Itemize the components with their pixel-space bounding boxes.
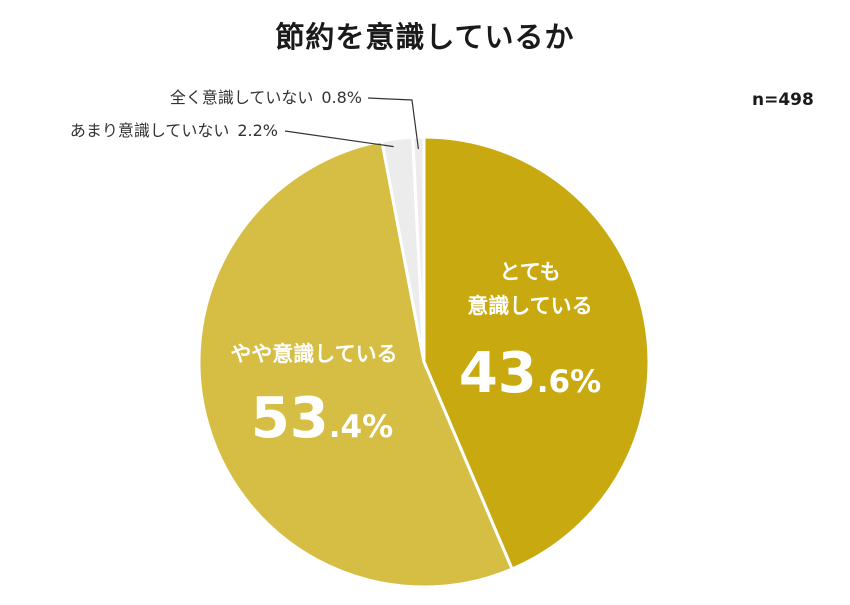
- slice-value-very-small: .6%: [537, 364, 601, 400]
- slice-label-very-line2: 意識している: [467, 294, 592, 318]
- slice-value-somewhat-big: 53: [251, 386, 329, 451]
- slice-label-not-very: あまり意識していない 2.2%: [70, 121, 278, 140]
- pie-slice-very-conscious: [422, 135, 651, 572]
- slice-value-very-big: 43: [459, 341, 537, 406]
- slice-label-very-line1: とても: [499, 260, 560, 284]
- slice-label-not-at-all-text: 全く意識していない: [170, 88, 314, 107]
- slice-label-not-very-text: あまり意識していない: [70, 121, 230, 140]
- pie-slice-not-at-all-conscious: [411, 135, 426, 363]
- slice-value-somewhat-small: .4%: [329, 409, 393, 445]
- leader-line-not-at-all: [367, 97, 419, 150]
- slice-value-very: 43.6%: [459, 341, 601, 406]
- slice-value-not-at-all: 0.8%: [321, 88, 362, 107]
- leader-line-not-very: [284, 130, 394, 148]
- chart-title: 節約を意識しているか: [275, 20, 575, 54]
- slice-label-somewhat: やや意識している: [230, 342, 397, 366]
- slice-label-not-at-all: 全く意識していない 0.8%: [170, 88, 362, 107]
- pie-slice-somewhat-conscious: [197, 139, 515, 589]
- slice-value-somewhat: 53.4%: [251, 386, 393, 451]
- slice-value-not-very: 2.2%: [237, 121, 278, 140]
- sample-size-label: n=498: [752, 90, 814, 110]
